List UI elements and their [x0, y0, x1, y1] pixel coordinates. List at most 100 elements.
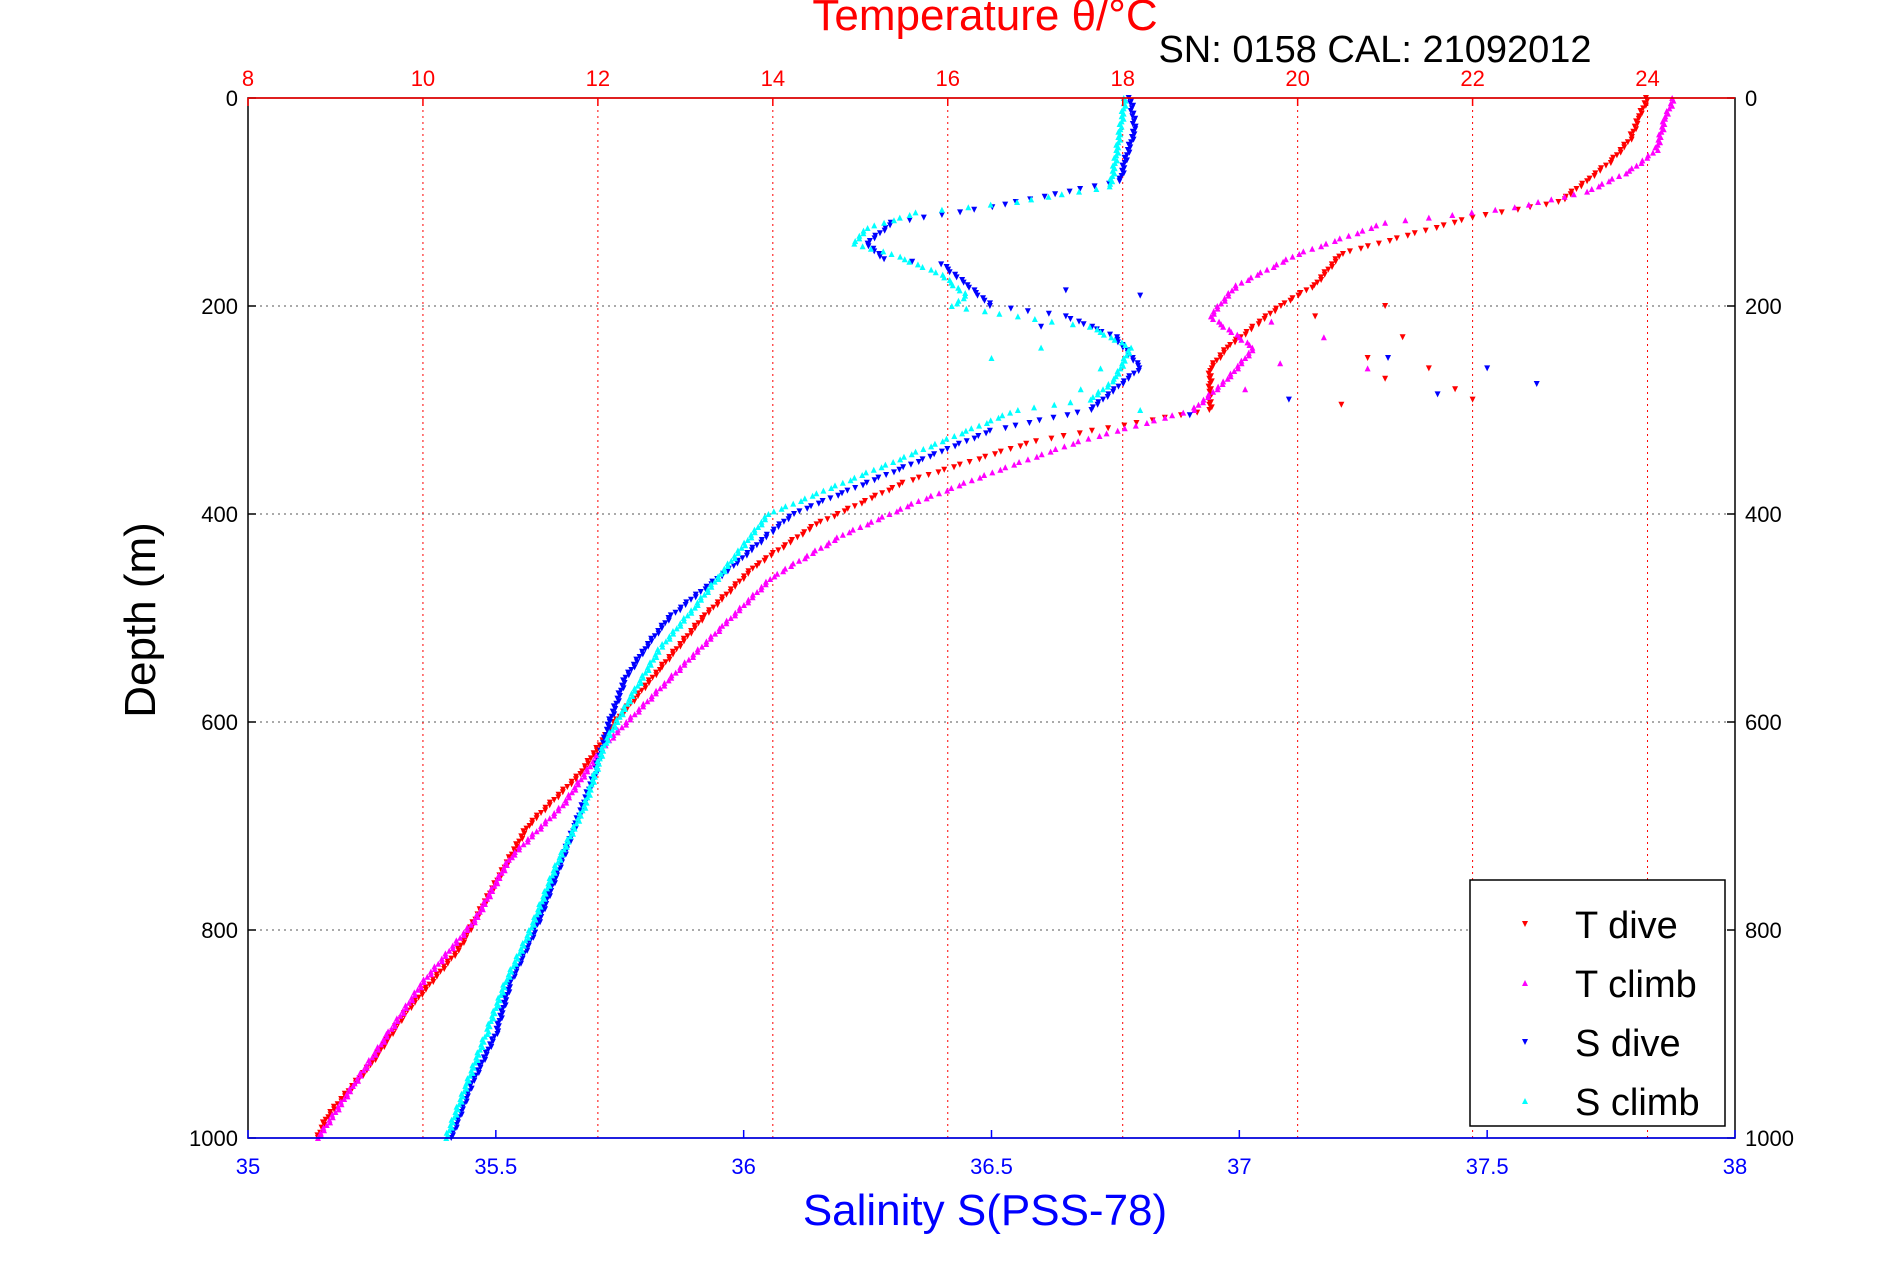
data-point [708, 583, 715, 590]
data-point [1162, 414, 1169, 421]
data-point [1217, 355, 1224, 361]
data-point [971, 206, 978, 213]
data-point [1069, 321, 1076, 328]
data-point [1257, 269, 1264, 276]
data-point [1314, 279, 1321, 286]
data-point [1221, 349, 1228, 356]
data-point [640, 703, 647, 710]
data-point [551, 797, 558, 803]
data-point [694, 646, 701, 653]
data-point [439, 958, 446, 965]
data-point [1280, 258, 1287, 265]
bottom-tick-label: 37 [1227, 1154, 1251, 1179]
data-point [542, 820, 549, 827]
data-point [817, 518, 824, 525]
data-point [1080, 321, 1087, 328]
data-point [1107, 180, 1114, 187]
data-point [653, 654, 660, 660]
data-point [813, 521, 820, 528]
data-point [1115, 383, 1122, 390]
data-point [484, 895, 491, 902]
data-point [474, 914, 481, 920]
data-point [1045, 310, 1052, 317]
data-point [1110, 388, 1117, 395]
data-point [1272, 308, 1279, 315]
data-point [1623, 170, 1630, 177]
data-point [890, 459, 897, 465]
data-point [1007, 305, 1014, 312]
data-point [1238, 336, 1245, 343]
data-point [1402, 217, 1409, 224]
chart-title: Temperature θ/°C [812, 0, 1157, 40]
data-point [369, 1054, 376, 1061]
data-point [908, 451, 915, 458]
data-point [1089, 323, 1096, 330]
data-point [749, 591, 756, 598]
data-point [537, 903, 544, 910]
data-point [879, 513, 886, 520]
data-point [612, 724, 619, 731]
data-point [461, 1088, 468, 1095]
data-point [876, 230, 883, 237]
data-point [1535, 199, 1542, 205]
data-point [516, 846, 523, 853]
data-point [1238, 360, 1245, 367]
data-point [1621, 144, 1628, 151]
data-point-outlier [1062, 287, 1069, 294]
data-point [1169, 412, 1176, 419]
bottom-tick-label: 37.5 [1466, 1154, 1509, 1179]
data-point [986, 303, 993, 309]
data-point [381, 1038, 388, 1045]
data-point [409, 997, 416, 1004]
y-tick-label-right: 200 [1745, 294, 1782, 319]
data-point [914, 261, 921, 268]
data-point [491, 882, 498, 889]
data-point [655, 648, 662, 655]
data-point [1116, 178, 1123, 185]
data-point [514, 955, 521, 962]
data-point [775, 547, 782, 554]
data-point [422, 986, 429, 993]
data-point [886, 511, 893, 517]
data-point [1220, 378, 1227, 385]
data-point [744, 537, 751, 543]
data-point [915, 459, 922, 465]
data-point [864, 521, 871, 528]
data-point [672, 609, 679, 616]
data-point [349, 1083, 356, 1089]
data-point [563, 799, 570, 806]
data-point [938, 261, 945, 268]
data-point [572, 786, 579, 793]
data-point [723, 591, 730, 598]
data-point [1246, 342, 1253, 348]
data-point [896, 214, 903, 221]
data-point [796, 557, 803, 564]
data-point [446, 947, 453, 954]
data-point [472, 1059, 479, 1066]
data-point [551, 810, 558, 816]
data-point [516, 838, 523, 845]
data-point [1214, 305, 1221, 312]
data-point [948, 485, 955, 491]
data-point [627, 716, 634, 723]
data-point [1002, 464, 1009, 471]
data-point [851, 503, 858, 510]
data-point [648, 695, 655, 702]
data-point [957, 209, 964, 216]
data-point [431, 966, 438, 972]
data-point [1143, 420, 1150, 426]
data-point [1224, 375, 1231, 382]
data-point [430, 979, 437, 985]
data-point [875, 474, 882, 481]
data-point [458, 1098, 465, 1105]
data-point [715, 573, 722, 580]
data-point [677, 643, 684, 650]
data-point [968, 477, 975, 484]
data-point [426, 981, 433, 988]
data-point [897, 456, 904, 463]
data-point [944, 487, 951, 494]
data-point [954, 300, 961, 307]
data-point [1007, 409, 1014, 416]
data-point [834, 511, 841, 517]
